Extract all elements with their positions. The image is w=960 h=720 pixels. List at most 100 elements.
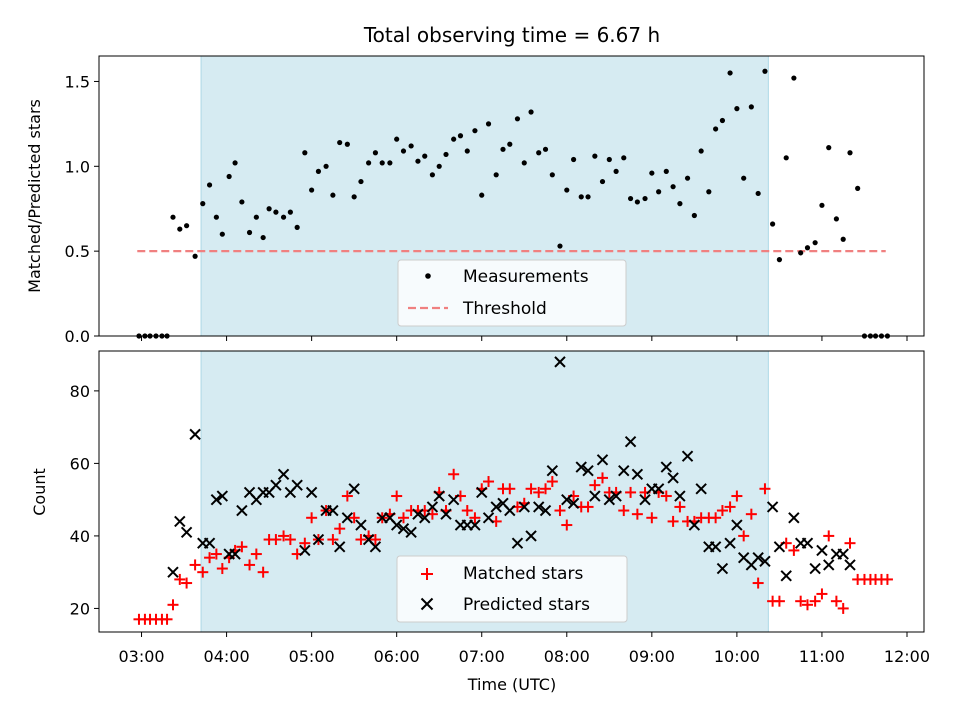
bottom-legend-box — [396, 555, 628, 623]
predicted-point — [180, 526, 193, 538]
predicted-point — [511, 537, 524, 549]
matched-point — [210, 548, 222, 560]
legend-threshold-label: Threshold — [462, 299, 547, 319]
matched-point — [759, 483, 771, 495]
measurement-point — [344, 141, 350, 147]
x-tick-label: 05:00 — [289, 647, 335, 666]
predicted-point — [667, 472, 679, 484]
predicted-point — [291, 479, 303, 491]
measurement-point — [472, 128, 478, 134]
measurement-point — [266, 206, 272, 212]
measurement-point — [549, 172, 555, 178]
matched-point — [391, 490, 403, 502]
measurement-point — [719, 117, 726, 124]
predicted-point — [773, 541, 786, 553]
x-tick-label: 06:00 — [374, 647, 420, 666]
predicted-point — [780, 570, 792, 582]
measurement-point — [507, 141, 513, 147]
measurement-point — [323, 163, 329, 169]
predicted-point — [447, 493, 460, 506]
measurement-point — [677, 201, 683, 207]
predicted-point — [216, 490, 229, 502]
measurement-point — [748, 104, 754, 110]
predicted-point — [390, 519, 403, 531]
predicted-point — [327, 504, 339, 517]
measurement-point — [219, 231, 225, 237]
measurement-point — [330, 192, 336, 198]
matched-point — [216, 563, 228, 575]
predicted-point — [809, 562, 821, 575]
matched-point — [525, 483, 537, 495]
predicted-point — [333, 541, 346, 553]
measurement-point — [606, 156, 612, 163]
predicted-point — [539, 504, 552, 517]
matched-point — [533, 486, 545, 498]
predicted-point — [277, 468, 290, 480]
matched-point — [554, 505, 566, 517]
predicted-point — [355, 519, 367, 531]
predicted-point — [801, 537, 814, 549]
predicted-point — [405, 526, 417, 538]
predicted-point — [533, 501, 545, 513]
predicted-point — [561, 493, 573, 506]
bottom-legend: Matched stars Predicted stars — [396, 555, 628, 623]
matched-point — [257, 566, 269, 578]
matched-point — [250, 548, 262, 560]
predicted-points — [167, 356, 856, 582]
matched-point — [667, 515, 679, 527]
bottom-y-tick-label: 80 — [70, 382, 90, 401]
measurement-point — [408, 143, 414, 149]
predicted-point — [695, 483, 707, 495]
measurement-point — [226, 173, 232, 180]
matched-point — [284, 534, 296, 546]
measurement-point — [599, 178, 606, 185]
top-axes-frame — [98, 55, 925, 337]
measurement-point — [287, 209, 293, 215]
measurement-point — [755, 190, 761, 197]
measurement-point — [253, 214, 259, 220]
matched-point — [270, 534, 282, 546]
measurement-point — [443, 151, 449, 158]
measurement-point — [192, 253, 198, 259]
measurement-point — [415, 158, 421, 164]
predicted-point — [546, 464, 559, 477]
matched-point — [582, 501, 594, 513]
predicted-point — [610, 490, 622, 502]
measurement-point — [366, 160, 372, 166]
measurement-point — [684, 175, 691, 181]
measurement-point — [570, 156, 577, 163]
matched-point — [837, 602, 849, 614]
measurement-point — [812, 240, 818, 246]
legend-measurements-label: Measurements — [463, 267, 589, 287]
measurement-point — [621, 155, 627, 161]
matched-point — [773, 595, 785, 607]
measurement-point — [479, 192, 485, 198]
measurement-point — [542, 146, 549, 152]
matched-point — [738, 530, 750, 542]
bottom-y-axis-label: Count — [30, 468, 49, 516]
predicted-point — [554, 356, 566, 368]
matched-point — [795, 595, 807, 607]
predicted-point — [766, 501, 779, 513]
predicted-point — [681, 450, 694, 462]
measurement-point — [170, 214, 176, 220]
measurement-point — [536, 150, 542, 156]
predicted-point — [752, 551, 764, 564]
predicted-point — [631, 468, 644, 480]
matched-point — [546, 476, 558, 488]
predicted-point — [639, 493, 651, 506]
measurement-point — [387, 160, 393, 166]
legend-measurements-marker — [425, 273, 431, 279]
measurement-point — [713, 126, 719, 132]
measurement-point — [670, 184, 676, 190]
x-tick-label: 07:00 — [459, 647, 505, 666]
predicted-point — [305, 486, 318, 499]
matched-point — [355, 534, 367, 546]
measurement-point — [791, 75, 797, 81]
bottom-y-tick-label: 40 — [70, 527, 90, 546]
measurement-point — [260, 234, 266, 241]
matched-point — [631, 508, 643, 520]
measurement-point — [213, 214, 219, 220]
matched-point — [716, 505, 728, 517]
